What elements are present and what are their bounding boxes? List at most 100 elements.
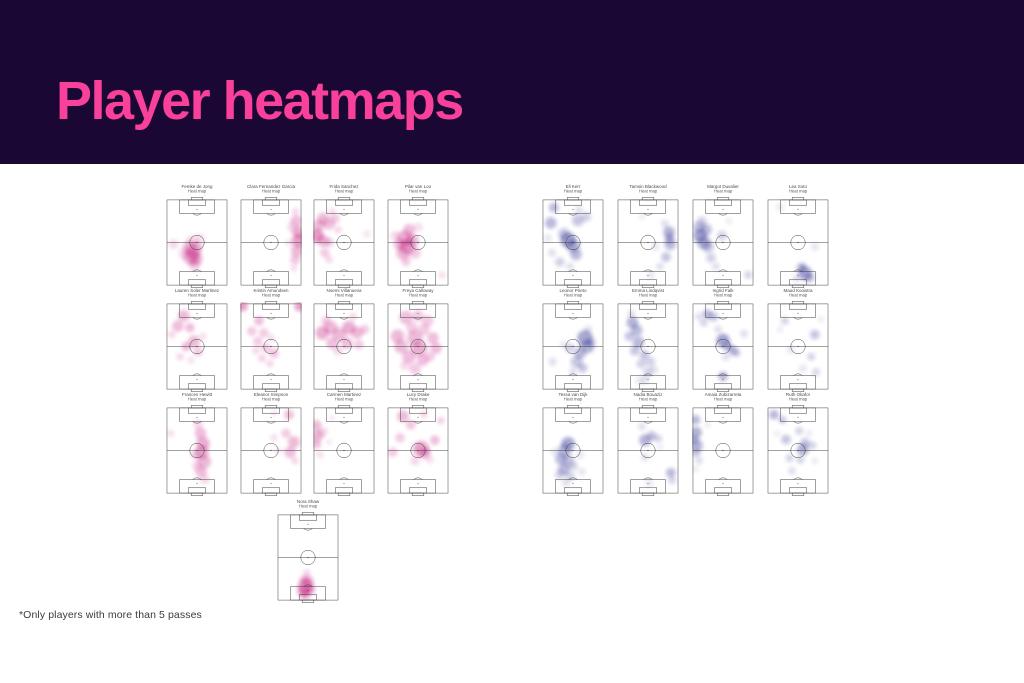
heatmap-sublabel: Heat map (563, 188, 583, 194)
pitch-diagram (617, 197, 679, 288)
heatmap-sublabel: Heat map (261, 292, 281, 298)
player-name-label: Freya Calloway (402, 288, 434, 293)
pitch-diagram (240, 197, 302, 288)
player-name-label: Amaia Zubizarreta (704, 392, 742, 397)
pitch-markings (240, 197, 302, 288)
tile-caption: Noemi Villanueva Heat map (313, 288, 375, 298)
player-name-label: Lucy Drake (406, 392, 430, 397)
pitch-markings (240, 405, 302, 496)
player-name-label: Maud Kooistra (783, 288, 813, 293)
player-heatmap-tile: Margot Duvalier Heat map (692, 184, 754, 290)
pitch-markings (617, 197, 679, 288)
tile-caption: Pilar van Loo Heat map (387, 184, 449, 194)
tile-caption: Lauren Soler Martinez Heat map (166, 288, 228, 298)
heatmap-sublabel: Heat map (563, 292, 583, 298)
heat-blobs (551, 436, 586, 487)
tile-caption: Ingrid Falk Heat map (692, 288, 754, 298)
heatmap-sublabel: Heat map (713, 292, 733, 298)
player-name-label: Emma Lindqvist (631, 288, 665, 293)
player-heatmap-tile: Lauren Soler Martinez Heat map (166, 288, 228, 394)
player-name-label: Noemi Villanueva (326, 288, 362, 293)
tile-caption: Clara Fernandez Garcia Heat map (240, 184, 302, 194)
pitch-markings (387, 301, 449, 392)
pitch-markings (313, 197, 375, 288)
pitch-diagram (387, 405, 449, 496)
tile-caption: Emma Lindqvist Heat map (617, 288, 679, 298)
pitch-markings (166, 405, 228, 496)
player-heatmap-tile: Noemi Villanueva Heat map (313, 288, 375, 394)
pitch-markings (542, 197, 604, 288)
player-heatmap-tile: Emma Lindqvist Heat map (617, 288, 679, 394)
heatmap-sublabel: Heat map (408, 292, 428, 298)
player-heatmap-tile: Frances Hewitt Heat map (166, 392, 228, 498)
tile-caption: Maud Kooistra Heat map (767, 288, 829, 298)
player-name-label: Eli Kerr (565, 184, 581, 189)
pitch-markings (767, 197, 829, 288)
header-banner: Player heatmaps (0, 0, 1024, 164)
player-heatmap-tile: Tessa van Dijk Heat map (542, 392, 604, 498)
pitch-diagram (387, 197, 449, 288)
heatmap-sublabel: Heat map (408, 396, 428, 402)
heat-blobs (639, 214, 676, 279)
pitch-markings (542, 405, 604, 496)
heat-blobs (313, 415, 335, 459)
heat-blobs (769, 409, 818, 475)
player-heatmap-tile: Leonor Prieto Heat map (542, 288, 604, 394)
player-heatmap-tile: Maud Kooistra Heat map (767, 288, 829, 394)
heatmap-sublabel: Heat map (638, 396, 658, 402)
pitch-diagram (240, 301, 302, 392)
pitch-diagram (542, 197, 604, 288)
player-name-label: Clara Fernandez Garcia (246, 184, 296, 189)
heat-blobs (693, 216, 753, 279)
tile-caption: Eleanor Simpson Heat map (240, 392, 302, 402)
player-heatmap-tile: Eli Kerr Heat map (542, 184, 604, 290)
heat-blobs (168, 233, 205, 271)
player-name-label: Tamsin Blackwood (629, 184, 667, 189)
player-heatmap-tile: Femke de Jong Heat map (166, 184, 228, 290)
player-heatmap-tile: Kristin Amundsen Heat map (240, 288, 302, 394)
player-heatmap-tile: Ingrid Falk Heat map (692, 288, 754, 394)
heatmap-sublabel: Heat map (187, 188, 207, 194)
player-heatmap-tile: Tamsin Blackwood Heat map (617, 184, 679, 290)
tile-caption: Eli Kerr Heat map (542, 184, 604, 194)
tile-caption: Leonor Prieto Heat map (542, 288, 604, 298)
player-name-label: Kristin Amundsen (253, 288, 289, 293)
pitch-markings (387, 405, 449, 496)
pitch-diagram (767, 405, 829, 496)
tile-caption: Frida Sanchez Heat map (313, 184, 375, 194)
pitch-markings (542, 301, 604, 392)
tile-caption: Tamsin Blackwood Heat map (617, 184, 679, 194)
player-name-label: Lauren Soler Martinez (174, 288, 220, 293)
heatmap-sublabel: Heat map (334, 292, 354, 298)
pitch-markings (240, 301, 302, 392)
pitch-diagram (240, 405, 302, 496)
player-name-label: Eleanor Simpson (253, 392, 289, 397)
heat-blobs (297, 568, 316, 600)
tile-caption: Nora Shaw Heat map (277, 499, 339, 509)
pitch-markings (767, 301, 829, 392)
heatmap-sublabel: Heat map (638, 292, 658, 298)
heat-blobs (548, 325, 596, 376)
pitch-diagram (313, 301, 375, 392)
pitch-markings (387, 197, 449, 288)
heatmap-sublabel: Heat map (187, 396, 207, 402)
heatmap-sublabel: Heat map (187, 292, 207, 298)
player-name-label: Leonor Prieto (559, 288, 587, 293)
pitch-diagram (313, 197, 375, 288)
pitch-diagram (692, 405, 754, 496)
pitch-markings (692, 197, 754, 288)
heat-blobs (776, 203, 819, 283)
pitch-diagram (166, 197, 228, 288)
heat-blobs (624, 310, 658, 385)
player-heatmap-tile: Nadia Bouaziz Heat map (617, 392, 679, 498)
tile-caption: Tessa van Dijk Heat map (542, 392, 604, 402)
player-heatmap-tile: Nora Shaw Heat map (277, 499, 339, 605)
player-name-label: Ingrid Falk (712, 288, 734, 293)
pitch-diagram (692, 301, 754, 392)
player-heatmap-tile: Eleanor Simpson Heat map (240, 392, 302, 498)
heatmap-sublabel: Heat map (563, 396, 583, 402)
pitch-markings (692, 301, 754, 392)
heat-blobs (167, 310, 207, 365)
